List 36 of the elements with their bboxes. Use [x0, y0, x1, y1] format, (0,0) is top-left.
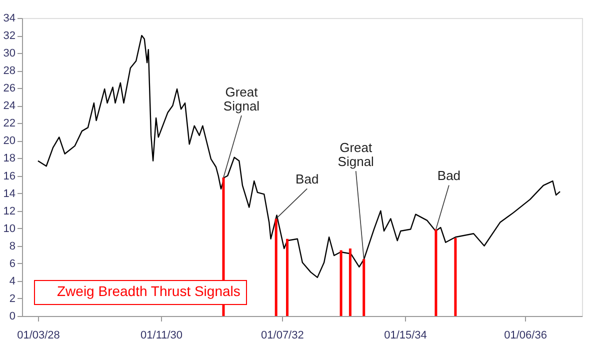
y-tick-label: 18	[3, 152, 16, 165]
y-tick-label: 16	[3, 170, 16, 182]
y-tick-label: 34	[3, 12, 16, 24]
annotation: Bad	[296, 172, 319, 187]
bar	[340, 250, 342, 316]
y-tick-label: 12	[3, 205, 16, 218]
y-tick-label: 14	[3, 188, 16, 200]
y-tick-label: 2	[9, 292, 16, 305]
y-tick-label: 4	[9, 275, 16, 288]
y-tick-label: 0	[9, 310, 16, 322]
bar	[454, 238, 457, 316]
annotation: Bad	[437, 168, 461, 184]
y-tick-label: 22	[3, 118, 16, 130]
bar	[434, 229, 438, 316]
bar	[348, 248, 352, 316]
y-tick-label: 6	[9, 258, 16, 270]
y-tick-label: 30	[3, 48, 16, 60]
annotation: Great Signal	[223, 84, 260, 114]
y-tick-label: 10	[3, 222, 16, 235]
series-label: Zweig Breadth Thrust Signals	[57, 283, 240, 299]
y-tick-label: 8	[9, 240, 16, 252]
x-tick-label: 01/06/36	[504, 330, 547, 342]
bar	[274, 218, 278, 316]
x-tick-label: 01/15/34	[384, 330, 427, 342]
y-tick-label: 28	[3, 65, 16, 78]
y-tick-label: 20	[3, 135, 16, 148]
annotation: Great Signal	[338, 140, 374, 170]
line-series	[37, 34, 561, 278]
y-tick-label: 24	[3, 100, 16, 112]
bar	[286, 238, 289, 316]
bar	[362, 259, 366, 316]
y-tick-label: 26	[3, 82, 16, 95]
x-tick-label: 01/03/28	[17, 330, 60, 342]
y-tick-label: 32	[3, 30, 16, 42]
x-tick-label: 01/07/32	[261, 330, 304, 342]
x-tick-label: 01/11/30	[140, 330, 183, 342]
